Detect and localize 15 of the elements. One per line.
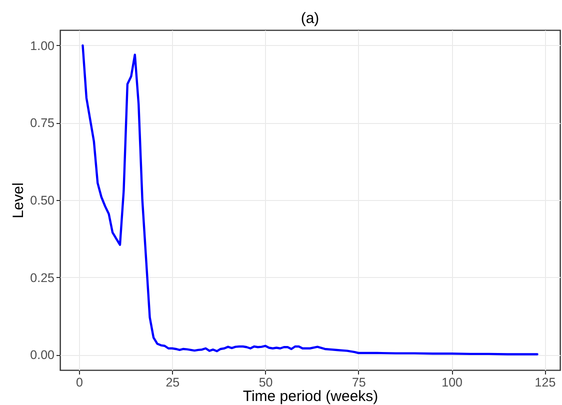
chart-title: (a) (300, 10, 320, 27)
x-tick-label: 75 (352, 376, 366, 390)
y-tick-label: 1.00 (30, 38, 55, 53)
x-tick-label: 25 (166, 376, 180, 390)
y-tick-label: 0.50 (30, 194, 55, 208)
y-tick-label: 0.00 (30, 348, 55, 362)
x-tick-label: 50 (258, 376, 273, 390)
x-tick-label: 125 (534, 376, 556, 390)
y-axis-title: Level (10, 182, 28, 218)
y-tick-label: 0.75 (30, 116, 55, 130)
y-tick-label: 0.25 (30, 270, 55, 285)
x-axis-title: Time period (weeks) (242, 388, 378, 405)
x-tick-label: 0 (76, 376, 84, 390)
line-series (82, 44, 538, 356)
x-tick-label: 100 (442, 376, 463, 390)
